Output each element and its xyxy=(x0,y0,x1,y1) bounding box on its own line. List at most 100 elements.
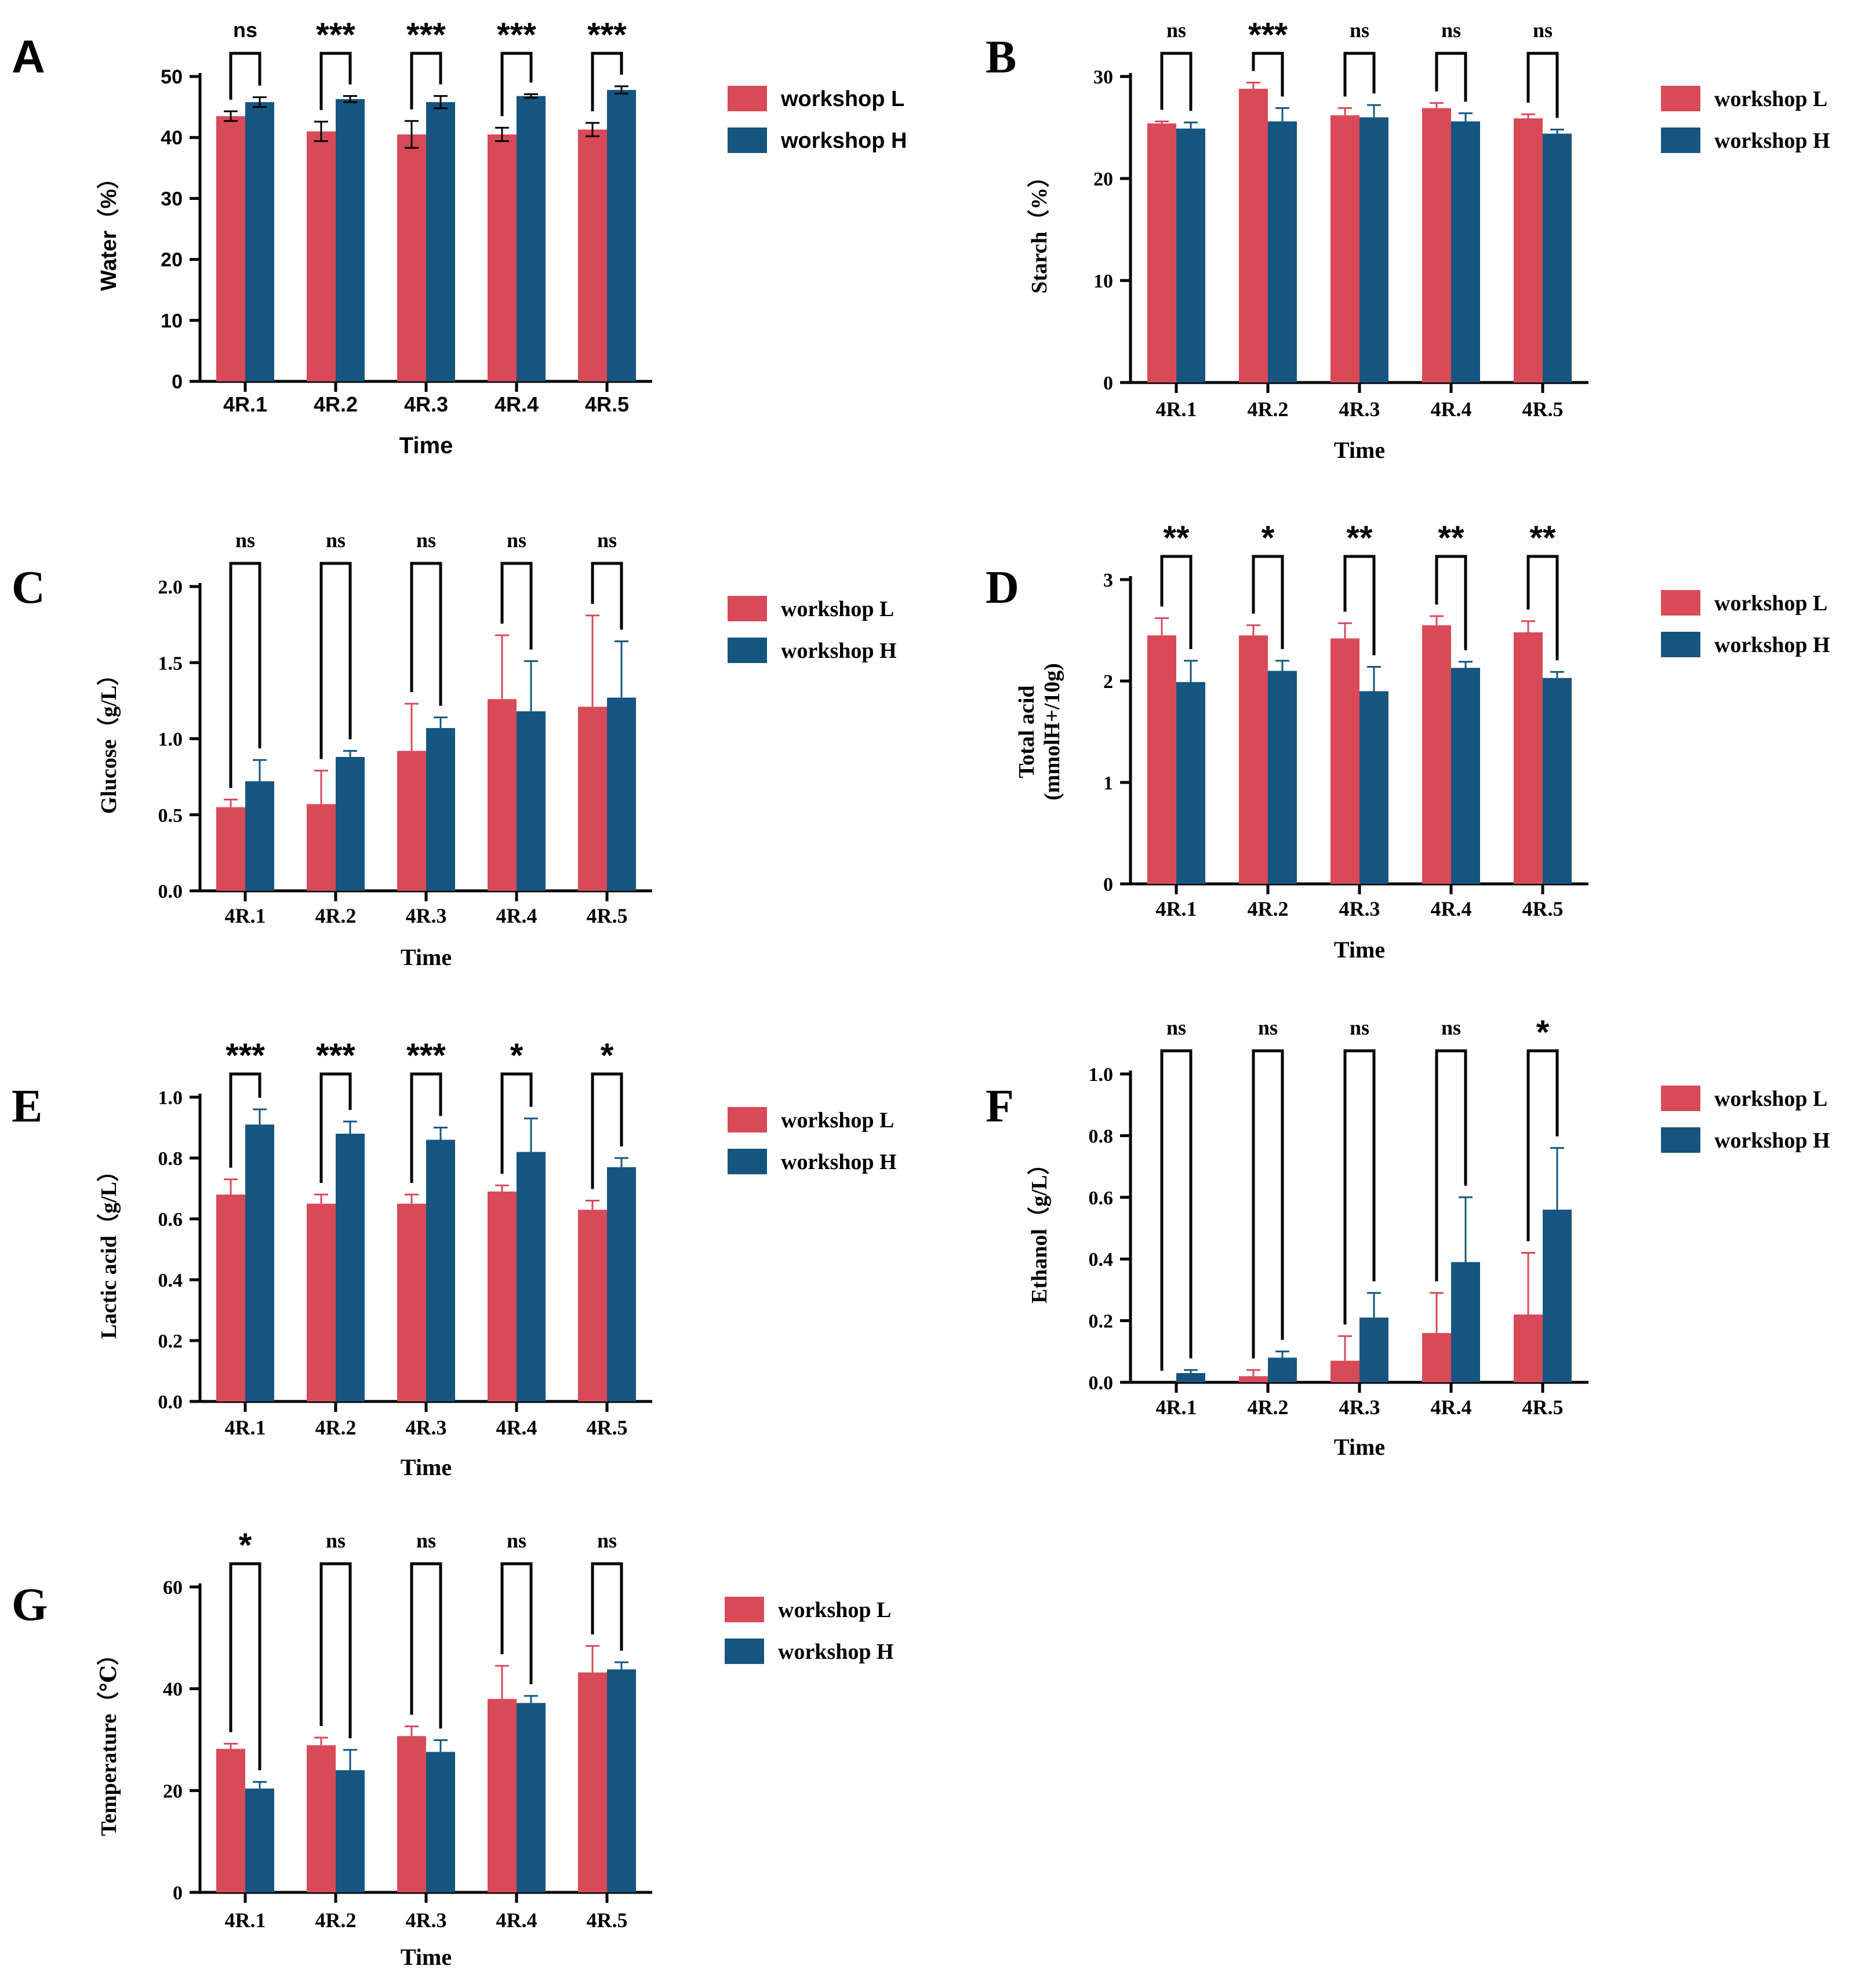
x-tick-label: 4R.2 xyxy=(315,1416,357,1439)
bar-workshop-l xyxy=(307,804,336,891)
bar-workshop-h xyxy=(607,1669,636,1892)
legend: workshop L workshop H xyxy=(1661,1086,1830,1153)
bar-workshop-h xyxy=(517,1703,546,1892)
bar-workshop-l xyxy=(307,1745,336,1892)
significance-bracket xyxy=(500,562,533,650)
significance-bracket xyxy=(500,52,533,116)
panel-a: A 0 10 20 30 40 50 Water（%） 4R.1 ns 4R.2 *** 4R.3 ***… xyxy=(12,16,907,458)
significance-bracket xyxy=(410,1562,442,1729)
significance-bracket xyxy=(1435,1049,1467,1281)
significance-label: ns xyxy=(507,1529,526,1552)
bar-workshop-h xyxy=(245,781,274,891)
significance-label: *** xyxy=(316,1037,355,1075)
bar-workshop-h xyxy=(1176,128,1205,383)
y-tick-label: 20 xyxy=(163,1781,183,1802)
y-tick-label: 60 xyxy=(163,1577,183,1599)
significance-bracket xyxy=(410,1072,442,1183)
bar-workshop-h xyxy=(517,96,546,381)
y-tick-label: 0.8 xyxy=(158,1148,183,1170)
panel-e: E 0.0 0.2 0.4 0.6 0.8 1.0 Lactic acid（g/L） 4R.1 *… xyxy=(12,1037,897,1480)
significance-bracket xyxy=(1160,555,1193,649)
legend-swatch-workshop-l xyxy=(728,596,767,621)
significance-bracket xyxy=(1435,555,1467,650)
legend-swatch-workshop-h xyxy=(728,1149,767,1174)
bar-workshop-l xyxy=(1330,1360,1359,1382)
legend: workshop L workshop H xyxy=(725,1597,894,1664)
x-tick-label: 4R.3 xyxy=(1339,897,1380,920)
y-tick-label: 0.0 xyxy=(1089,1372,1114,1394)
y-tick-label: 2.0 xyxy=(158,577,183,598)
significance-label: ** xyxy=(1346,519,1373,557)
significance-label: * xyxy=(601,1037,614,1075)
x-axis-title: Time xyxy=(1334,1434,1385,1460)
legend-label-workshop-h: workshop H xyxy=(1714,1128,1830,1153)
y-tick-label: 3 xyxy=(1103,570,1113,591)
significance-label: ns xyxy=(1350,19,1369,42)
legend-swatch-workshop-h xyxy=(728,638,767,663)
x-tick-label: 4R.5 xyxy=(587,1909,628,1932)
significance-label: ns xyxy=(507,529,526,552)
x-tick-label: 4R.4 xyxy=(496,904,537,927)
bar-workshop-h xyxy=(1451,121,1480,383)
significance-label: * xyxy=(1536,1014,1550,1051)
panel-b: B 0 10 20 30 Starch（%） 4R.1 ns 4R.2 *** 4R.3 ns 4R.4… xyxy=(986,16,1830,463)
x-tick-label: 4R.2 xyxy=(314,392,358,416)
x-tick-label: 4R.1 xyxy=(225,1416,266,1439)
legend-swatch-workshop-l xyxy=(1661,86,1700,111)
x-tick-label: 4R.3 xyxy=(406,1909,447,1932)
x-axis-title: Time xyxy=(401,1454,452,1480)
significance-bracket xyxy=(591,1562,623,1651)
significance-bracket xyxy=(1160,1049,1193,1371)
legend: workshop L workshop H xyxy=(728,596,897,663)
legend-label-workshop-l: workshop L xyxy=(780,87,904,111)
significance-bracket xyxy=(229,52,261,100)
bar-workshop-l xyxy=(1422,1332,1451,1382)
bar-workshop-h xyxy=(426,728,455,891)
x-tick-label: 4R.4 xyxy=(496,1416,537,1439)
y-axis-label: Ethanol（g/L） xyxy=(1027,1153,1052,1304)
bar-workshop-h xyxy=(336,99,365,381)
significance-label: ns xyxy=(416,1529,436,1552)
x-tick-label: 4R.4 xyxy=(495,392,539,416)
bar-workshop-l xyxy=(1147,123,1176,383)
significance-label: ns xyxy=(1533,19,1553,42)
legend: workshop L workshop H xyxy=(1661,86,1830,153)
bar-workshop-l xyxy=(578,707,607,891)
y-tick-label: 0.4 xyxy=(158,1270,183,1291)
bar-workshop-l xyxy=(488,134,517,381)
y-tick-label: 0.2 xyxy=(158,1331,183,1352)
y-tick-label: 0.6 xyxy=(1089,1188,1114,1209)
bar-workshop-l xyxy=(488,1699,517,1892)
significance-label: ns xyxy=(1166,1016,1186,1039)
significance-bracket xyxy=(1252,1049,1284,1359)
significance-bracket xyxy=(1343,52,1376,97)
bar-workshop-l xyxy=(307,1203,336,1401)
y-tick-label: 1.0 xyxy=(158,1087,183,1109)
x-tick-label: 4R.1 xyxy=(1156,398,1197,421)
bar-workshop-l xyxy=(216,1195,245,1401)
legend-label-workshop-h: workshop H xyxy=(781,639,897,663)
y-tick-label: 0.0 xyxy=(158,881,183,902)
y-tick-label: 1 xyxy=(1103,773,1113,794)
legend-swatch-workshop-l xyxy=(1661,590,1700,616)
y-tick-label: 50 xyxy=(161,66,183,88)
x-tick-label: 4R.1 xyxy=(1156,1396,1197,1419)
x-axis-title: Time xyxy=(1334,937,1385,963)
legend-label-workshop-h: workshop H xyxy=(778,1640,894,1664)
x-tick-label: 4R.1 xyxy=(225,904,266,927)
bar-workshop-l xyxy=(1239,1376,1268,1382)
bar-workshop-l xyxy=(1514,118,1543,383)
legend-swatch-workshop-h xyxy=(725,1639,764,1664)
bar-workshop-h xyxy=(1543,678,1572,884)
y-tick-label: 1.0 xyxy=(158,729,183,751)
significance-bracket xyxy=(319,1562,352,1739)
bar-workshop-h xyxy=(1176,682,1205,884)
panel-letter: F xyxy=(986,1081,1014,1132)
legend-swatch-workshop-h xyxy=(728,128,767,153)
y-tick-label: 10 xyxy=(161,310,183,332)
y-tick-label: 2 xyxy=(1103,671,1113,693)
y-tick-label: 40 xyxy=(161,127,183,149)
bar-workshop-h xyxy=(336,1770,365,1892)
significance-label: ns xyxy=(416,529,436,552)
significance-label: *** xyxy=(316,16,355,54)
